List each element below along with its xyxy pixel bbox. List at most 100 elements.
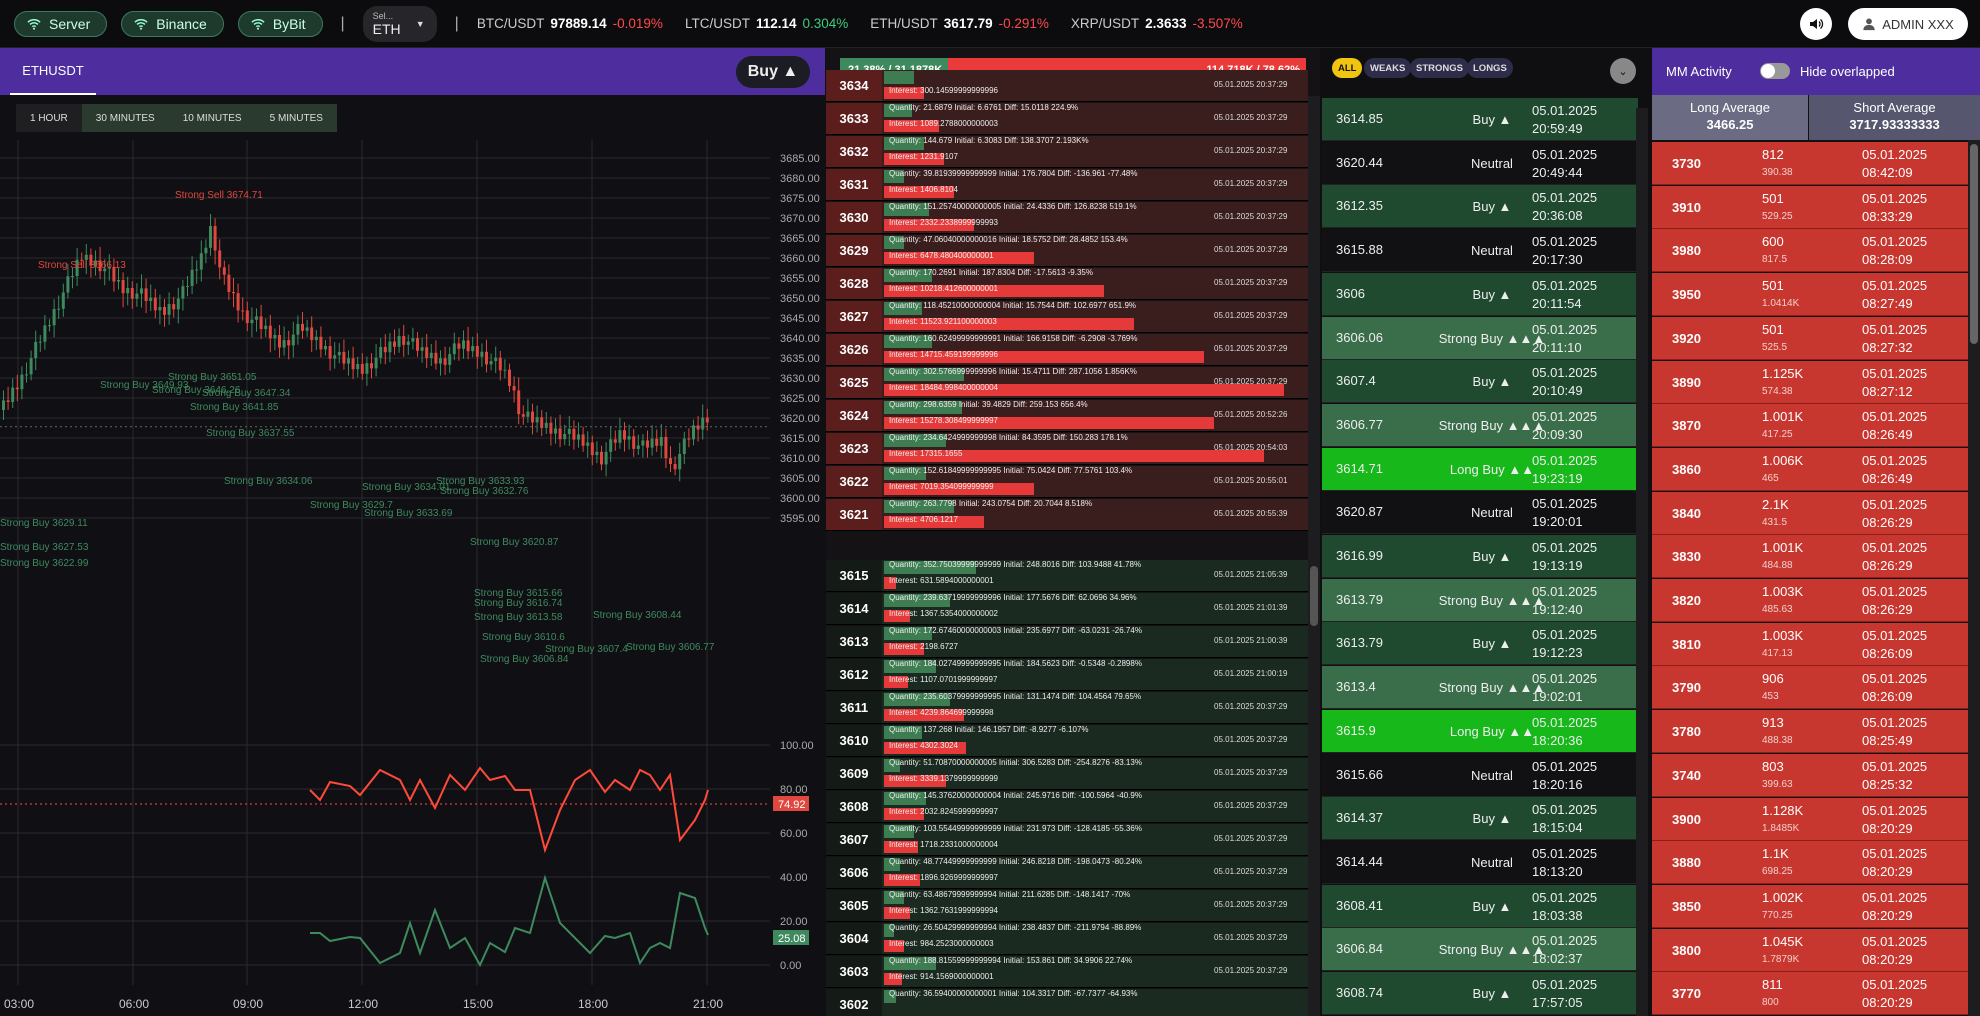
mm-row[interactable]: 3890 1.125K 574.38 05.01.2025 08:27:12 bbox=[1652, 360, 1968, 404]
mm-row[interactable]: 3860 1.006K 465 05.01.2025 08:26:49 bbox=[1652, 447, 1968, 491]
ask-row[interactable]: 3625 Quantity: 302.5766999999996 Initial:… bbox=[826, 367, 1308, 399]
mm-row[interactable]: 3950 501 1.0414K 05.01.2025 08:27:49 bbox=[1652, 273, 1968, 317]
bid-row[interactable]: 3606 Quantity: 48.77449999999999 Initial:… bbox=[826, 857, 1308, 889]
signal-row[interactable]: 3608.41 Buy ▲ 05.01.2025 18:03:38 bbox=[1322, 884, 1638, 928]
mm-row[interactable]: 3920 501 525.5 05.01.2025 08:27:32 bbox=[1652, 316, 1968, 360]
bid-row[interactable]: 3607 Quantity: 103.55449999999999 Initial… bbox=[826, 824, 1308, 856]
scrollbar[interactable] bbox=[1968, 140, 1980, 1016]
bid-row[interactable]: 3613 Quantity: 172.67460000000003 Initial… bbox=[826, 626, 1308, 658]
ask-row[interactable]: 3627 Quantity: 118.45210000000004 Initial… bbox=[826, 301, 1308, 333]
ask-row[interactable]: 3634 Interest: 300.14599999999996 05.01.20… bbox=[826, 70, 1308, 102]
exchange-binance-button[interactable]: Binance bbox=[121, 10, 224, 37]
ticker[interactable]: XRP/USDT 2.3633 -3.507% bbox=[1071, 16, 1243, 31]
signal-row[interactable]: 3615.66 Neutral 05.01.2025 18:20:16 bbox=[1322, 753, 1638, 797]
signal-row[interactable]: 3620.44 Neutral 05.01.2025 20:49:44 bbox=[1322, 141, 1638, 185]
scrollbar[interactable] bbox=[1308, 96, 1320, 1016]
mm-row[interactable]: 3780 913 488.38 05.01.2025 08:25:49 bbox=[1652, 710, 1968, 754]
bid-row[interactable]: 3604 Quantity: 26.50429999999994 Initial:… bbox=[826, 923, 1308, 955]
signal-row[interactable]: 3613.79 Buy ▲ 05.01.2025 19:12:23 bbox=[1322, 622, 1638, 666]
candle-body bbox=[558, 428, 562, 440]
signal-row[interactable]: 3614.71 Long Buy ▲▲ 05.01.2025 19:23:19 bbox=[1322, 447, 1638, 491]
sound-button[interactable] bbox=[1800, 8, 1832, 40]
bid-row[interactable]: 3610 Quantity: 137.268 Initial: 146.1957 … bbox=[826, 725, 1308, 757]
mm-row[interactable]: 3830 1.001K 484.88 05.01.2025 08:26:29 bbox=[1652, 535, 1968, 579]
mm-row[interactable]: 3730 812 390.38 05.01.2025 08:42:09 bbox=[1652, 142, 1968, 185]
collapse-button[interactable]: ⌄ bbox=[1610, 58, 1636, 84]
tab-30-minutes[interactable]: 30 MINUTES bbox=[95, 112, 155, 124]
bid-row[interactable]: 3615 Quantity: 352.75039999999999 Initial… bbox=[826, 560, 1308, 592]
ticker[interactable]: ETH/USDT 3617.79 -0.291% bbox=[870, 16, 1049, 31]
signal-row[interactable]: 3614.44 Neutral 05.01.2025 18:13:20 bbox=[1322, 840, 1638, 884]
signal-row[interactable]: 3606.84 Strong Buy ▲▲▲ 05.01.2025 18:02:37 bbox=[1322, 928, 1638, 972]
signal-row[interactable]: 3606.77 Strong Buy ▲▲▲ 05.01.2025 20:09:30 bbox=[1322, 403, 1638, 447]
signal-row[interactable]: 3606.06 Strong Buy ▲▲▲ 05.01.2025 20:11:10 bbox=[1322, 316, 1638, 360]
tab-1-hour[interactable]: 1 HOUR bbox=[16, 104, 82, 132]
mm-row[interactable]: 3840 2.1K 431.5 05.01.2025 08:26:29 bbox=[1652, 491, 1968, 535]
mm-row[interactable]: 3790 906 453 05.01.2025 08:26:09 bbox=[1652, 666, 1968, 710]
ask-row[interactable]: 3631 Quantity: 39.81939999999999 Initial:… bbox=[826, 169, 1308, 201]
mm-date: 05.01.2025 bbox=[1862, 846, 1928, 862]
ask-row[interactable]: 3633 Quantity: 21.6879 Initial: 6.6761 Di… bbox=[826, 103, 1308, 135]
tab-ethusdt[interactable]: ETHUSDT bbox=[10, 48, 96, 95]
ask-row[interactable]: 3622 Quantity: 152.61849999999995 Initial… bbox=[826, 466, 1308, 498]
mm-row[interactable]: 3820 1.003K 485.63 05.01.2025 08:26:29 bbox=[1652, 579, 1968, 622]
ticker[interactable]: LTC/USDT 112.14 0.304% bbox=[685, 16, 848, 31]
signal-row[interactable]: 3614.37 Buy ▲ 05.01.2025 18:15:04 bbox=[1322, 797, 1638, 841]
scroll-thumb[interactable] bbox=[1310, 566, 1318, 626]
ask-row[interactable]: 3623 Quantity: 234.6424999999998 Initial:… bbox=[826, 433, 1308, 465]
signal-row[interactable]: 3607.4 Buy ▲ 05.01.2025 20:10:49 bbox=[1322, 360, 1638, 404]
signal-row[interactable]: 3616.99 Buy ▲ 05.01.2025 19:13:19 bbox=[1322, 535, 1638, 578]
scrollbar[interactable] bbox=[1636, 108, 1648, 1016]
mm-row[interactable]: 3880 1.1K 698.25 05.01.2025 08:20:29 bbox=[1652, 841, 1968, 885]
ask-row[interactable]: 3621 Quantity: 263.7798 Initial: 243.0754… bbox=[826, 499, 1308, 531]
mm-row[interactable]: 3910 501 529.25 05.01.2025 08:33:29 bbox=[1652, 185, 1968, 229]
signal-row[interactable]: 3615.9 Long Buy ▲▲ 05.01.2025 18:20:36 bbox=[1322, 709, 1638, 753]
bid-row[interactable]: 3605 Quantity: 63.48679999999994 Initial:… bbox=[826, 890, 1308, 922]
filter-all[interactable]: ALL bbox=[1332, 58, 1363, 78]
signal-row[interactable]: 3613.4 Strong Buy ▲▲▲ 05.01.2025 19:02:01 bbox=[1322, 666, 1638, 710]
scroll-thumb[interactable] bbox=[1970, 144, 1978, 344]
mm-row[interactable]: 3800 1.045K 1.7879K 05.01.2025 08:20:29 bbox=[1652, 928, 1968, 972]
tab-10-minutes[interactable]: 10 MINUTES bbox=[182, 112, 242, 124]
ask-row[interactable]: 3628 Quantity: 170.2691 Initial: 187.8304… bbox=[826, 268, 1308, 300]
ask-row[interactable]: 3632 Quantity: 144.679 Initial: 6.3083 Di… bbox=[826, 136, 1308, 168]
user-menu-button[interactable]: ADMIN XXX bbox=[1848, 8, 1968, 40]
signal-row[interactable]: 3612.35 Buy ▲ 05.01.2025 20:36:08 bbox=[1322, 185, 1638, 229]
mm-row[interactable]: 3740 803 399.63 05.01.2025 08:25:32 bbox=[1652, 753, 1968, 797]
exchange-bybit-button[interactable]: ByBit bbox=[237, 10, 323, 37]
bid-row[interactable]: 3611 Quantity: 235.60379999999995 Initial… bbox=[826, 692, 1308, 724]
tab-5-minutes[interactable]: 5 MINUTES bbox=[269, 112, 323, 124]
hide-overlapped-toggle[interactable] bbox=[1760, 63, 1790, 79]
price-chart[interactable]: 3685.00 3680.00 3675.00 3670.00 3665.00 3660.… bbox=[0, 140, 826, 1016]
ticker[interactable]: BTC/USDT 97889.14 -0.019% bbox=[477, 16, 663, 31]
bid-row[interactable]: 3602 Quantity: 36.59400000000001 Initial:… bbox=[826, 989, 1308, 1016]
signal-row[interactable]: 3613.79 Strong Buy ▲▲▲ 05.01.2025 19:12:40 bbox=[1322, 578, 1638, 622]
mm-row[interactable]: 3810 1.003K 417.13 05.01.2025 08:26:09 bbox=[1652, 622, 1968, 666]
mm-row[interactable]: 3870 1.001K 417.25 05.01.2025 08:26:49 bbox=[1652, 404, 1968, 448]
bid-row[interactable]: 3609 Quantity: 51.70870000000005 Initial:… bbox=[826, 758, 1308, 790]
signal-row[interactable]: 3606 Buy ▲ 05.01.2025 20:11:54 bbox=[1322, 272, 1638, 316]
mm-row[interactable]: 3900 1.128K 1.8485K 05.01.2025 08:20:29 bbox=[1652, 797, 1968, 841]
signal-row[interactable]: 3615.88 Neutral 05.01.2025 20:17:30 bbox=[1322, 229, 1638, 273]
bid-row[interactable]: 3614 Quantity: 239.63719999999996 Initial… bbox=[826, 593, 1308, 625]
ask-row[interactable]: 3630 Quantity: 151.25740000000005 Initial… bbox=[826, 202, 1308, 234]
ask-row[interactable]: 3626 Quantity: 160.62499999999991 Initial… bbox=[826, 334, 1308, 366]
exchange-server-button[interactable]: Server bbox=[14, 10, 108, 37]
bid-row[interactable]: 3612 Quantity: 184.02749999999995 Initial… bbox=[826, 659, 1308, 691]
signal-row[interactable]: 3608.74 Buy ▲ 05.01.2025 17:57:05 bbox=[1322, 972, 1638, 1015]
bid-row[interactable]: 3608 Quantity: 145.37620000000004 Initial… bbox=[826, 791, 1308, 823]
ask-row[interactable]: 3624 Quantity: 298.6359 Initial: 39.4829 … bbox=[826, 400, 1308, 432]
filter-longs[interactable]: LONGS bbox=[1467, 58, 1513, 78]
bid-row[interactable]: 3603 Quantity: 188.81559999999994 Initial… bbox=[826, 956, 1308, 988]
candle-body bbox=[158, 306, 162, 311]
mm-row[interactable]: 3850 1.002K 770.25 05.01.2025 08:20:29 bbox=[1652, 884, 1968, 928]
filter-strongs[interactable]: STRONGS bbox=[1410, 58, 1469, 78]
filter-weaks[interactable]: WEAKS bbox=[1364, 58, 1412, 78]
ask-row[interactable]: 3629 Quantity: 47.06040000000016 Initial:… bbox=[826, 235, 1308, 267]
mm-row[interactable]: 3770 811 800 05.01.2025 08:20:29 bbox=[1652, 972, 1968, 1016]
mm-row[interactable]: 3980 600 817.5 05.01.2025 08:28:09 bbox=[1652, 229, 1968, 273]
buy-button[interactable]: Buy ▲ bbox=[736, 56, 810, 88]
signal-row[interactable]: 3614.85 Buy ▲ 05.01.2025 20:59:49 bbox=[1322, 98, 1638, 141]
symbol-select[interactable]: Sel... ETH ▼ bbox=[362, 5, 437, 42]
signal-row[interactable]: 3620.87 Neutral 05.01.2025 19:20:01 bbox=[1322, 491, 1638, 535]
